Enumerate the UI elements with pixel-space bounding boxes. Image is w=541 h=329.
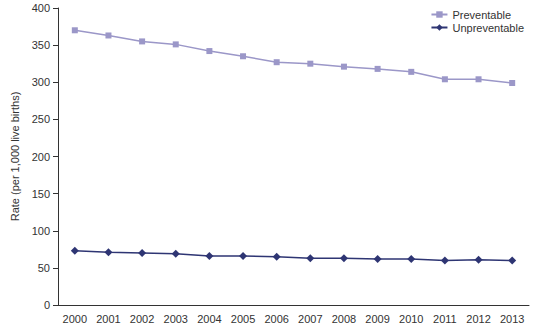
svg-text:2006: 2006 [264,313,288,325]
svg-text:2002: 2002 [130,313,154,325]
svg-text:Preventable: Preventable [452,9,511,21]
svg-text:2001: 2001 [96,313,120,325]
svg-text:Unpreventable: Unpreventable [452,22,524,34]
svg-text:150: 150 [32,188,50,200]
svg-text:300: 300 [32,76,50,88]
svg-text:2008: 2008 [332,313,356,325]
svg-text:200: 200 [32,151,50,163]
svg-text:2005: 2005 [231,313,255,325]
svg-text:2013: 2013 [500,313,524,325]
svg-text:0: 0 [44,299,50,311]
svg-text:2004: 2004 [197,313,221,325]
svg-text:2010: 2010 [399,313,423,325]
svg-text:2007: 2007 [298,313,322,325]
svg-text:250: 250 [32,113,50,125]
svg-text:100: 100 [32,225,50,237]
svg-text:50: 50 [38,262,50,274]
svg-text:2011: 2011 [433,313,457,325]
svg-text:350: 350 [32,39,50,51]
svg-text:400: 400 [32,2,50,14]
svg-text:2000: 2000 [63,313,87,325]
svg-text:2012: 2012 [466,313,490,325]
svg-text:2003: 2003 [164,313,188,325]
svg-text:Rate (per 1,000 live births): Rate (per 1,000 live births) [9,92,21,222]
svg-text:2009: 2009 [365,313,389,325]
